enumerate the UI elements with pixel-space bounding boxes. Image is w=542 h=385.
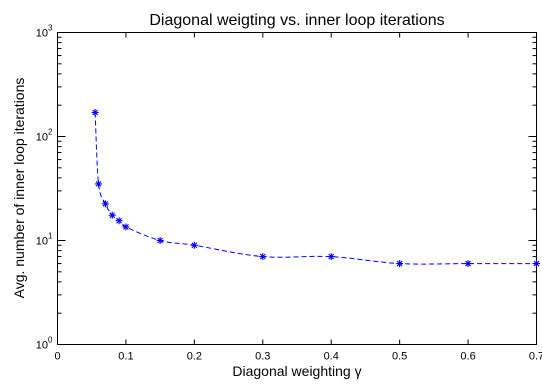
x-tick-labels: 0 0.1 0.2 0.3 0.4 0.5 0.6 0.7 [54, 351, 542, 363]
data-point [91, 109, 99, 117]
x-tick-label: 0.1 [118, 351, 133, 363]
x-tick-label: 0.7 [529, 351, 542, 363]
y-tick-label: 102 [36, 128, 53, 144]
x-tick-label: 0.2 [187, 351, 202, 363]
x-tick-label: 0.5 [392, 351, 407, 363]
x-axis-label: Diagonal weighting γ [232, 363, 361, 379]
y-tick-label: 101 [36, 232, 53, 248]
data-point [108, 211, 116, 219]
x-tick-label: 0.4 [324, 351, 339, 363]
data-point [115, 217, 123, 225]
y-axis-label: Avg. number of inner loop iterations [11, 78, 27, 299]
data-point [190, 241, 198, 249]
y-tick-label: 100 [36, 336, 53, 352]
data-point [533, 260, 540, 268]
plot-area [57, 32, 537, 345]
data-point [156, 237, 164, 244]
x-tick-label: 0.3 [255, 351, 270, 363]
x-tick-label: 0 [54, 351, 60, 363]
chart-title: Diagonal weigting vs. inner loop iterati… [149, 12, 444, 29]
y-tick-labels: 100 101 102 103 [36, 24, 53, 352]
x-tick-label: 0.6 [460, 351, 475, 363]
series-markers [91, 109, 540, 268]
data-point [396, 260, 404, 268]
data-point [327, 253, 335, 261]
data-point [259, 253, 267, 261]
data-point [101, 200, 109, 208]
data-point [122, 223, 130, 231]
data-point [464, 260, 472, 268]
y-tick-label: 103 [36, 24, 53, 40]
data-point [95, 180, 103, 188]
axis-ticks [57, 32, 537, 345]
